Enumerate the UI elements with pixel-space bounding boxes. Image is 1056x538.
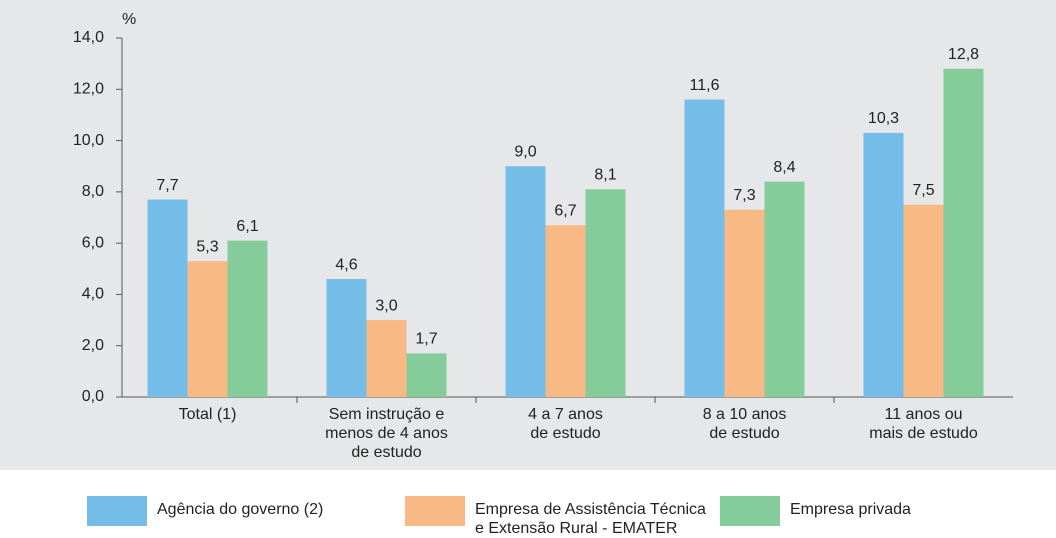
y-tick-label: 10,0 [73, 132, 104, 149]
legend-label: Empresa privada [790, 501, 911, 518]
bar [545, 225, 586, 397]
bar [903, 204, 944, 397]
x-tick-label: 4 a 7 anos de estudo [528, 406, 603, 442]
y-tick-label: 0,0 [82, 388, 104, 405]
value-label: 5,3 [196, 238, 218, 255]
bar [406, 353, 447, 397]
y-tick-label: 2,0 [82, 337, 104, 354]
value-label: 12,8 [948, 46, 979, 63]
bar [585, 189, 626, 397]
value-label: 10,3 [868, 110, 899, 127]
bar [684, 99, 725, 398]
bar [943, 68, 984, 398]
legend-swatch [405, 496, 465, 526]
bar [366, 320, 407, 397]
legend-swatch [87, 496, 147, 526]
x-tick-label: 8 a 10 anos de estudo [702, 406, 787, 442]
value-label: 3,0 [375, 297, 397, 314]
x-tick-label: Total (1) [178, 406, 237, 423]
bar [187, 261, 228, 397]
bar [326, 279, 367, 397]
y-unit: % [122, 11, 136, 28]
legend-swatch [720, 496, 780, 526]
value-label: 9,0 [514, 143, 536, 160]
bar [863, 132, 904, 397]
bar [724, 209, 765, 397]
bar [505, 166, 546, 397]
bar [764, 181, 805, 397]
y-tick-label: 8,0 [82, 183, 104, 200]
value-label: 4,6 [335, 256, 357, 273]
y-tick-label: 14,0 [73, 29, 104, 46]
value-label: 6,7 [554, 202, 576, 219]
value-label: 6,1 [236, 218, 258, 235]
x-tick-label: Sem instrução e menos de 4 anos de estud… [325, 406, 448, 461]
y-tick-label: 12,0 [73, 81, 104, 98]
bar [147, 199, 188, 397]
value-label: 1,7 [415, 331, 437, 348]
value-label: 8,1 [594, 167, 616, 184]
bar [227, 240, 268, 397]
x-tick-label: 11 anos ou mais de estudo [869, 406, 978, 442]
value-label: 7,5 [912, 182, 934, 199]
y-tick-label: 4,0 [82, 286, 104, 303]
legend-label: Empresa de Assistência Técnica e Extensã… [475, 501, 706, 537]
y-tick-label: 6,0 [82, 234, 104, 251]
value-label: 7,3 [733, 187, 755, 204]
legend-label: Agência do governo (2) [157, 501, 324, 518]
value-label: 7,7 [156, 177, 178, 194]
value-label: 8,4 [773, 159, 795, 176]
value-label: 11,6 [690, 77, 720, 94]
